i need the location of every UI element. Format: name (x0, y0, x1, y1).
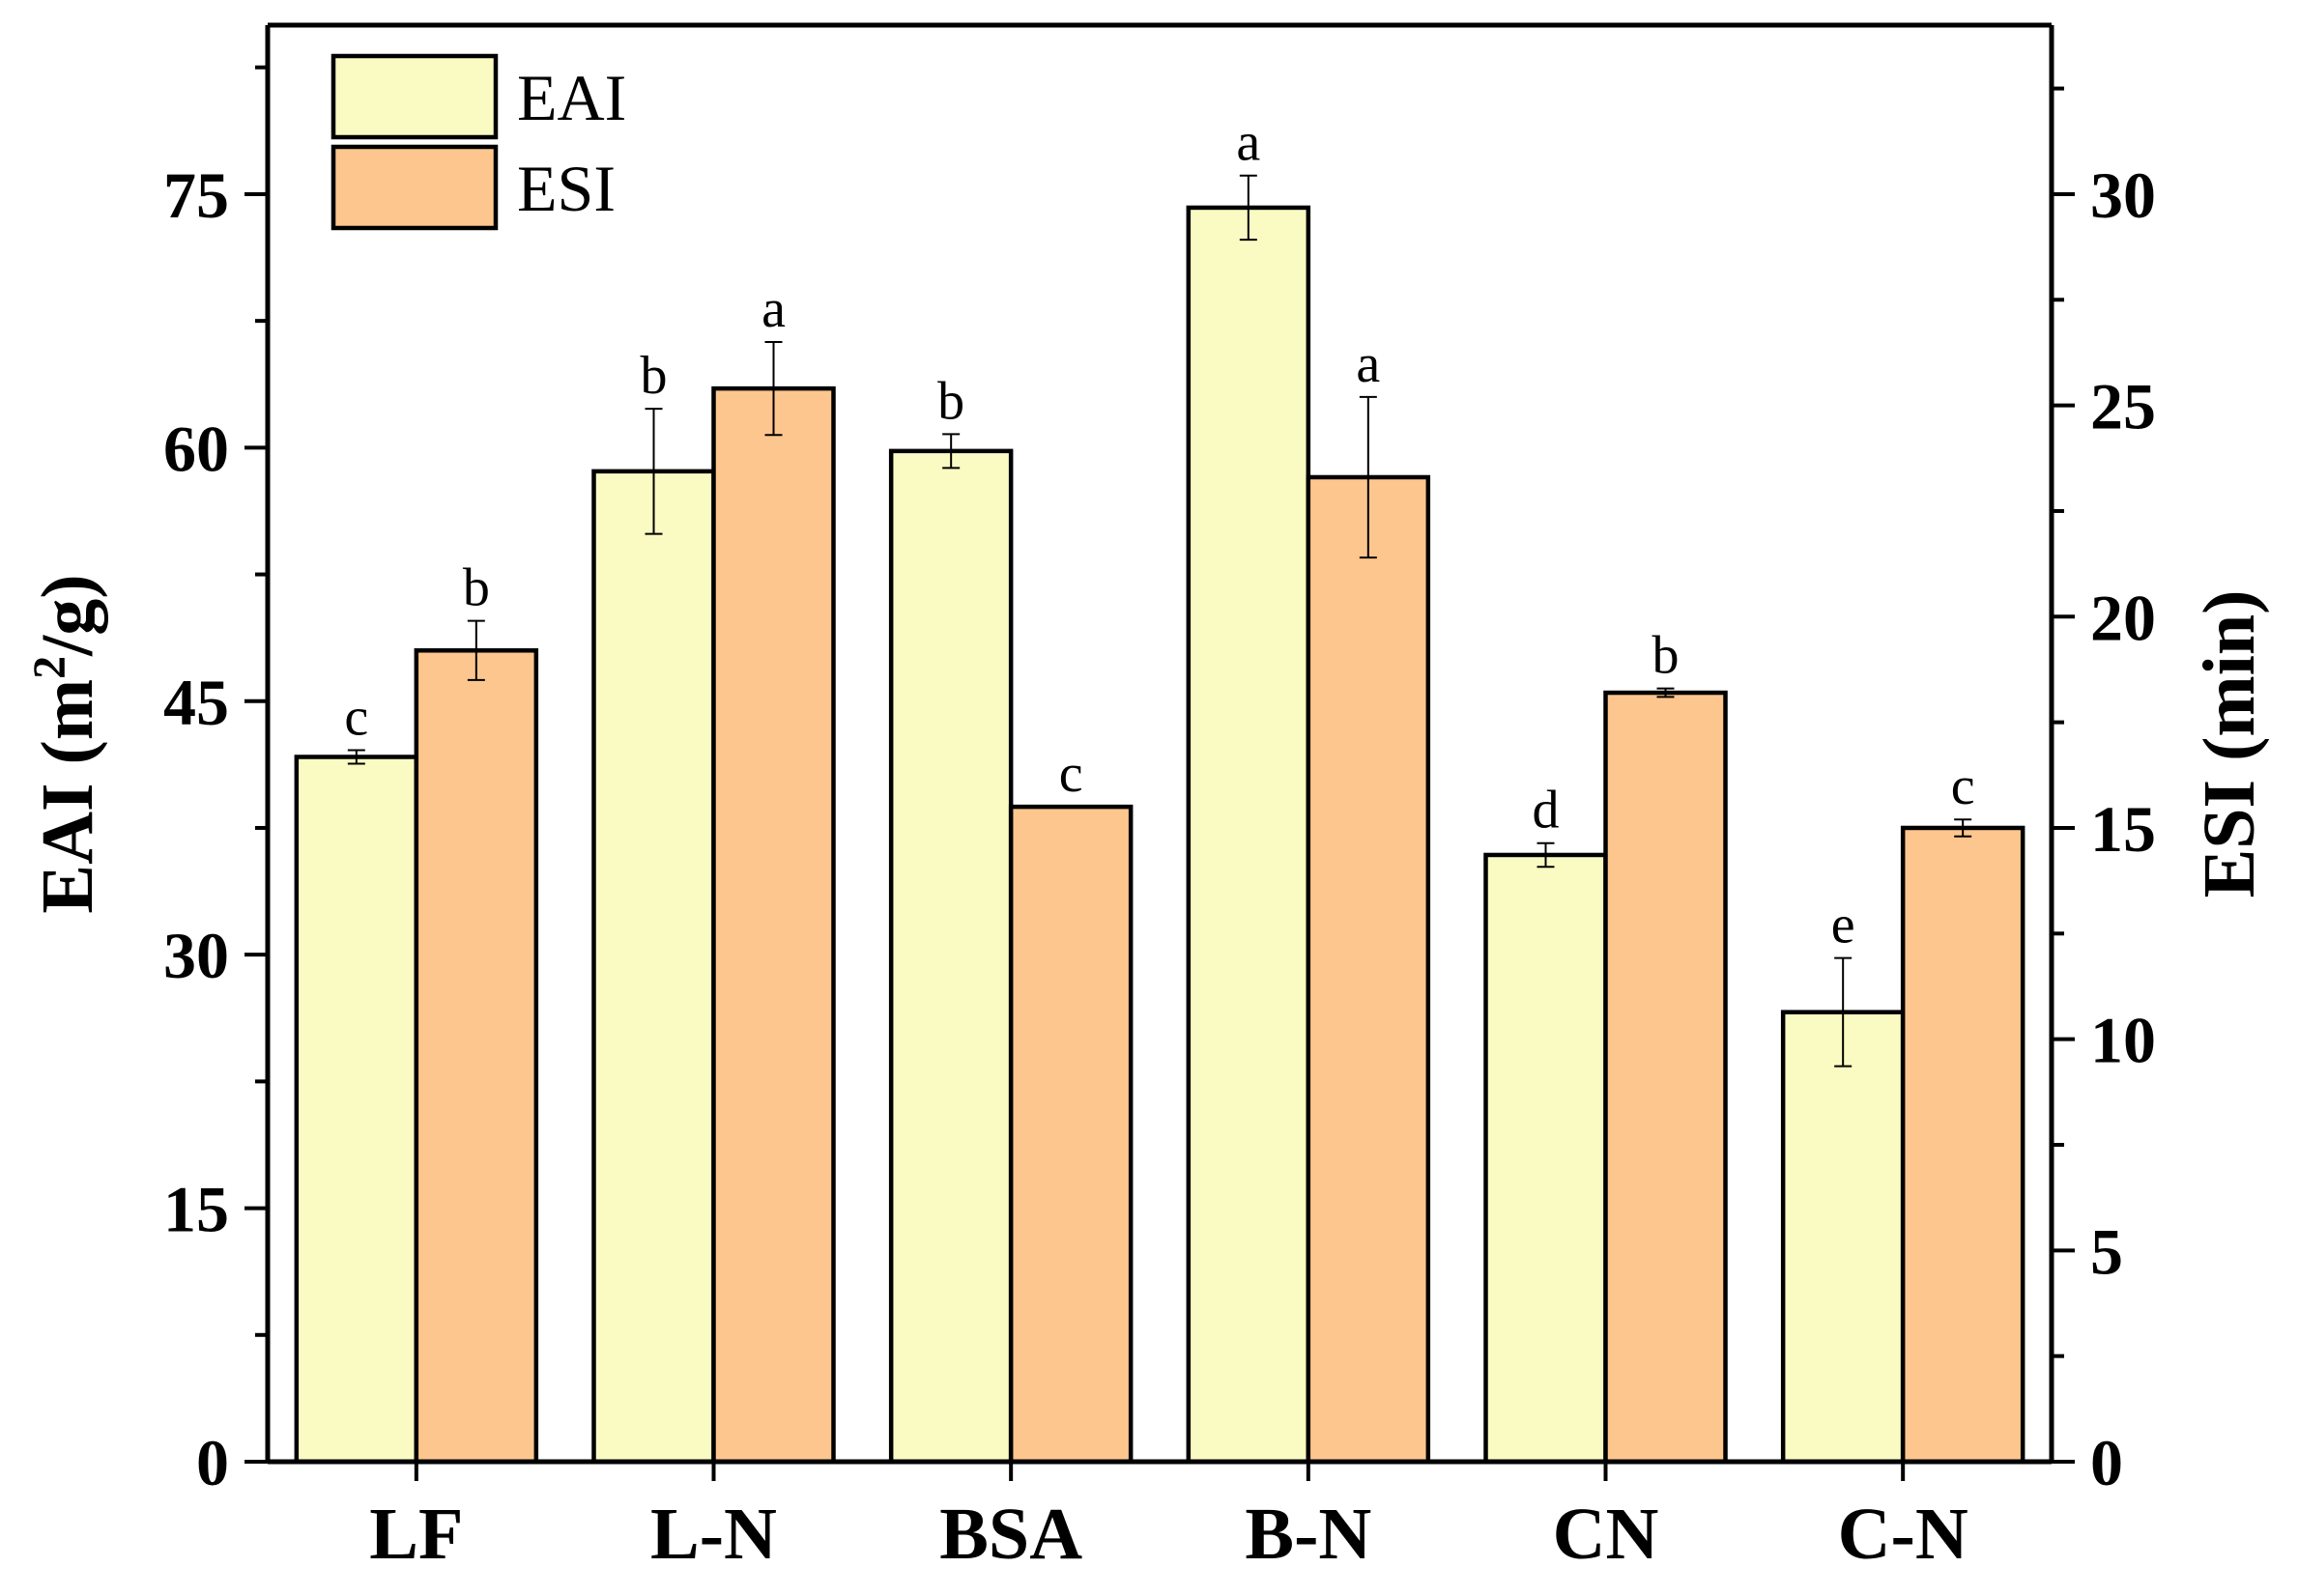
y-axis-left-label-superscript: 2 (24, 656, 75, 679)
significance-letter-esi-l-n: a (761, 279, 786, 339)
legend-swatch-esi (330, 144, 499, 231)
significance-letter-esi-b-n: a (1356, 334, 1380, 394)
bar-eai-b-n (1186, 205, 1311, 1465)
y-left-tick-label-75: 75 (163, 158, 229, 232)
significance-letter-esi-cn: b (1652, 626, 1680, 686)
significance-letter-eai-b-n: a (1236, 113, 1260, 173)
bar-esi-bsa (1008, 804, 1134, 1465)
bar-esi-cn (1603, 690, 1728, 1465)
error-bars-layer (347, 174, 1972, 1068)
legend-swatch-eai (330, 53, 499, 140)
y-right-tick-label-5: 5 (2090, 1214, 2123, 1288)
legend-label-esi: ESI (517, 152, 616, 225)
y-right-tick-label-30: 30 (2090, 158, 2156, 232)
y-left-tick-label-0: 0 (196, 1426, 229, 1499)
x-tick-label-c-n: C-N (1838, 1494, 1968, 1575)
y-axis-left-label: EAI (m2/g) (24, 574, 108, 913)
significance-letter-eai-l-n: b (641, 346, 668, 406)
significance-letter-eai-cn: d (1533, 781, 1560, 841)
bar-esi-lf (414, 648, 539, 1465)
x-tick-label-bsa: BSA (939, 1494, 1082, 1575)
y-right-tick-label-10: 10 (2090, 1004, 2156, 1077)
bar-esi-b-n (1306, 474, 1431, 1465)
x-tick-label-lf: LF (369, 1494, 463, 1575)
bar-esi-l-n (711, 385, 836, 1465)
x-tick-label-b-n: B-N (1245, 1494, 1371, 1575)
y-left-tick-label-15: 15 (163, 1173, 229, 1246)
y-right-tick-label-20: 20 (2090, 581, 2156, 654)
y-right-tick-label-25: 25 (2090, 370, 2156, 443)
legend-label-eai: EAI (517, 61, 626, 134)
bar-eai-l-n (591, 469, 716, 1465)
y-right-tick-label-0: 0 (2090, 1426, 2123, 1499)
significance-letter-eai-c-n: e (1831, 896, 1855, 955)
bar-eai-lf (294, 755, 419, 1465)
bar-esi-c-n (1900, 825, 2025, 1465)
significance-letter-esi-lf: b (463, 558, 490, 618)
y-axis-left-label-base: EAI (m (27, 679, 108, 914)
legend: EAI ESI (330, 53, 626, 231)
axes-layer: LF L-N BSA B-N CN C-N 0 15 30 45 60 75 0 5 10 15 20 25 30 (163, 22, 2156, 1575)
x-tick-label-cn: CN (1553, 1494, 1659, 1575)
bar-eai-cn (1483, 852, 1608, 1465)
significance-letter-eai-lf: c (344, 687, 368, 747)
x-tick-label-l-n: L-N (650, 1494, 777, 1575)
y-left-tick-label-30: 30 (163, 919, 229, 992)
bar-eai-c-n (1780, 1010, 1906, 1465)
bars-layer (294, 205, 2025, 1465)
y-axis-right-label: ESI (min) (2189, 590, 2270, 898)
significance-letter-eai-bsa: b (937, 371, 964, 431)
y-left-tick-label-45: 45 (163, 666, 229, 739)
bar-eai-bsa (888, 448, 1014, 1465)
significance-letters-layer: c b b a b c a a d b e c (344, 113, 1974, 955)
y-axis-left-label-tail: /g) (27, 574, 108, 656)
significance-letter-esi-bsa: c (1059, 744, 1083, 804)
y-right-tick-label-15: 15 (2090, 792, 2156, 866)
y-left-tick-label-60: 60 (163, 412, 229, 485)
significance-letter-esi-c-n: c (1951, 756, 1975, 816)
